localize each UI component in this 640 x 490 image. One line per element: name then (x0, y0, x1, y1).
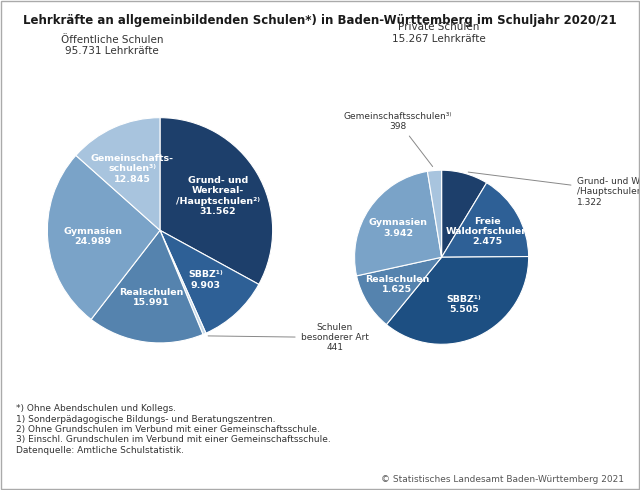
Wedge shape (442, 183, 529, 257)
Wedge shape (160, 118, 273, 284)
Text: Schulen
besonderer Art
441: Schulen besonderer Art 441 (208, 322, 369, 352)
Wedge shape (160, 230, 206, 335)
Text: Realschulen
15.991: Realschulen 15.991 (119, 288, 183, 307)
Text: Private Schulen
15.267 Lehrkräfte: Private Schulen 15.267 Lehrkräfte (392, 23, 485, 44)
Wedge shape (387, 257, 529, 344)
Wedge shape (428, 170, 442, 257)
Text: Grund- und Werkreal-
/Hauptschulen²⁾
1.322: Grund- und Werkreal- /Hauptschulen²⁾ 1.3… (468, 172, 640, 207)
Text: SBBZ¹⁾
9.903: SBBZ¹⁾ 9.903 (188, 270, 223, 290)
Text: Gymnasien
24.989: Gymnasien 24.989 (63, 227, 122, 246)
Text: Gemeinschafts-
schulen³⁾
12.845: Gemeinschafts- schulen³⁾ 12.845 (91, 154, 174, 184)
Wedge shape (91, 230, 203, 343)
Wedge shape (160, 230, 259, 333)
Text: © Statistisches Landesamt Baden-Württemberg 2021: © Statistisches Landesamt Baden-Württemb… (381, 475, 624, 484)
Text: Realschulen
1.625: Realschulen 1.625 (365, 275, 429, 294)
Text: Grund- und
Werkreal-
/Hauptschulen²⁾
31.562: Grund- und Werkreal- /Hauptschulen²⁾ 31.… (176, 176, 260, 216)
Wedge shape (76, 118, 160, 230)
Text: Gemeinschaftsschulen³⁾
398: Gemeinschaftsschulen³⁾ 398 (344, 112, 452, 167)
Text: Öffentliche Schulen
95.731 Lehrkräfte: Öffentliche Schulen 95.731 Lehrkräfte (61, 35, 163, 56)
Text: Lehrkräfte an allgemeinbildenden Schulen*) in Baden-Württemberg im Schuljahr 202: Lehrkräfte an allgemeinbildenden Schulen… (23, 14, 617, 27)
Wedge shape (47, 155, 160, 319)
Wedge shape (355, 172, 442, 276)
Text: Gymnasien
3.942: Gymnasien 3.942 (369, 218, 428, 238)
Text: Freie
Waldorfschulen
2.475: Freie Waldorfschulen 2.475 (445, 217, 529, 246)
Wedge shape (356, 257, 442, 324)
Wedge shape (442, 170, 486, 257)
Text: SBBZ¹⁾
5.505: SBBZ¹⁾ 5.505 (447, 294, 481, 314)
Text: *) Ohne Abendschulen und Kollegs.
1) Sonderpädagogische Bildungs- und Beratungsz: *) Ohne Abendschulen und Kollegs. 1) Son… (16, 404, 331, 455)
